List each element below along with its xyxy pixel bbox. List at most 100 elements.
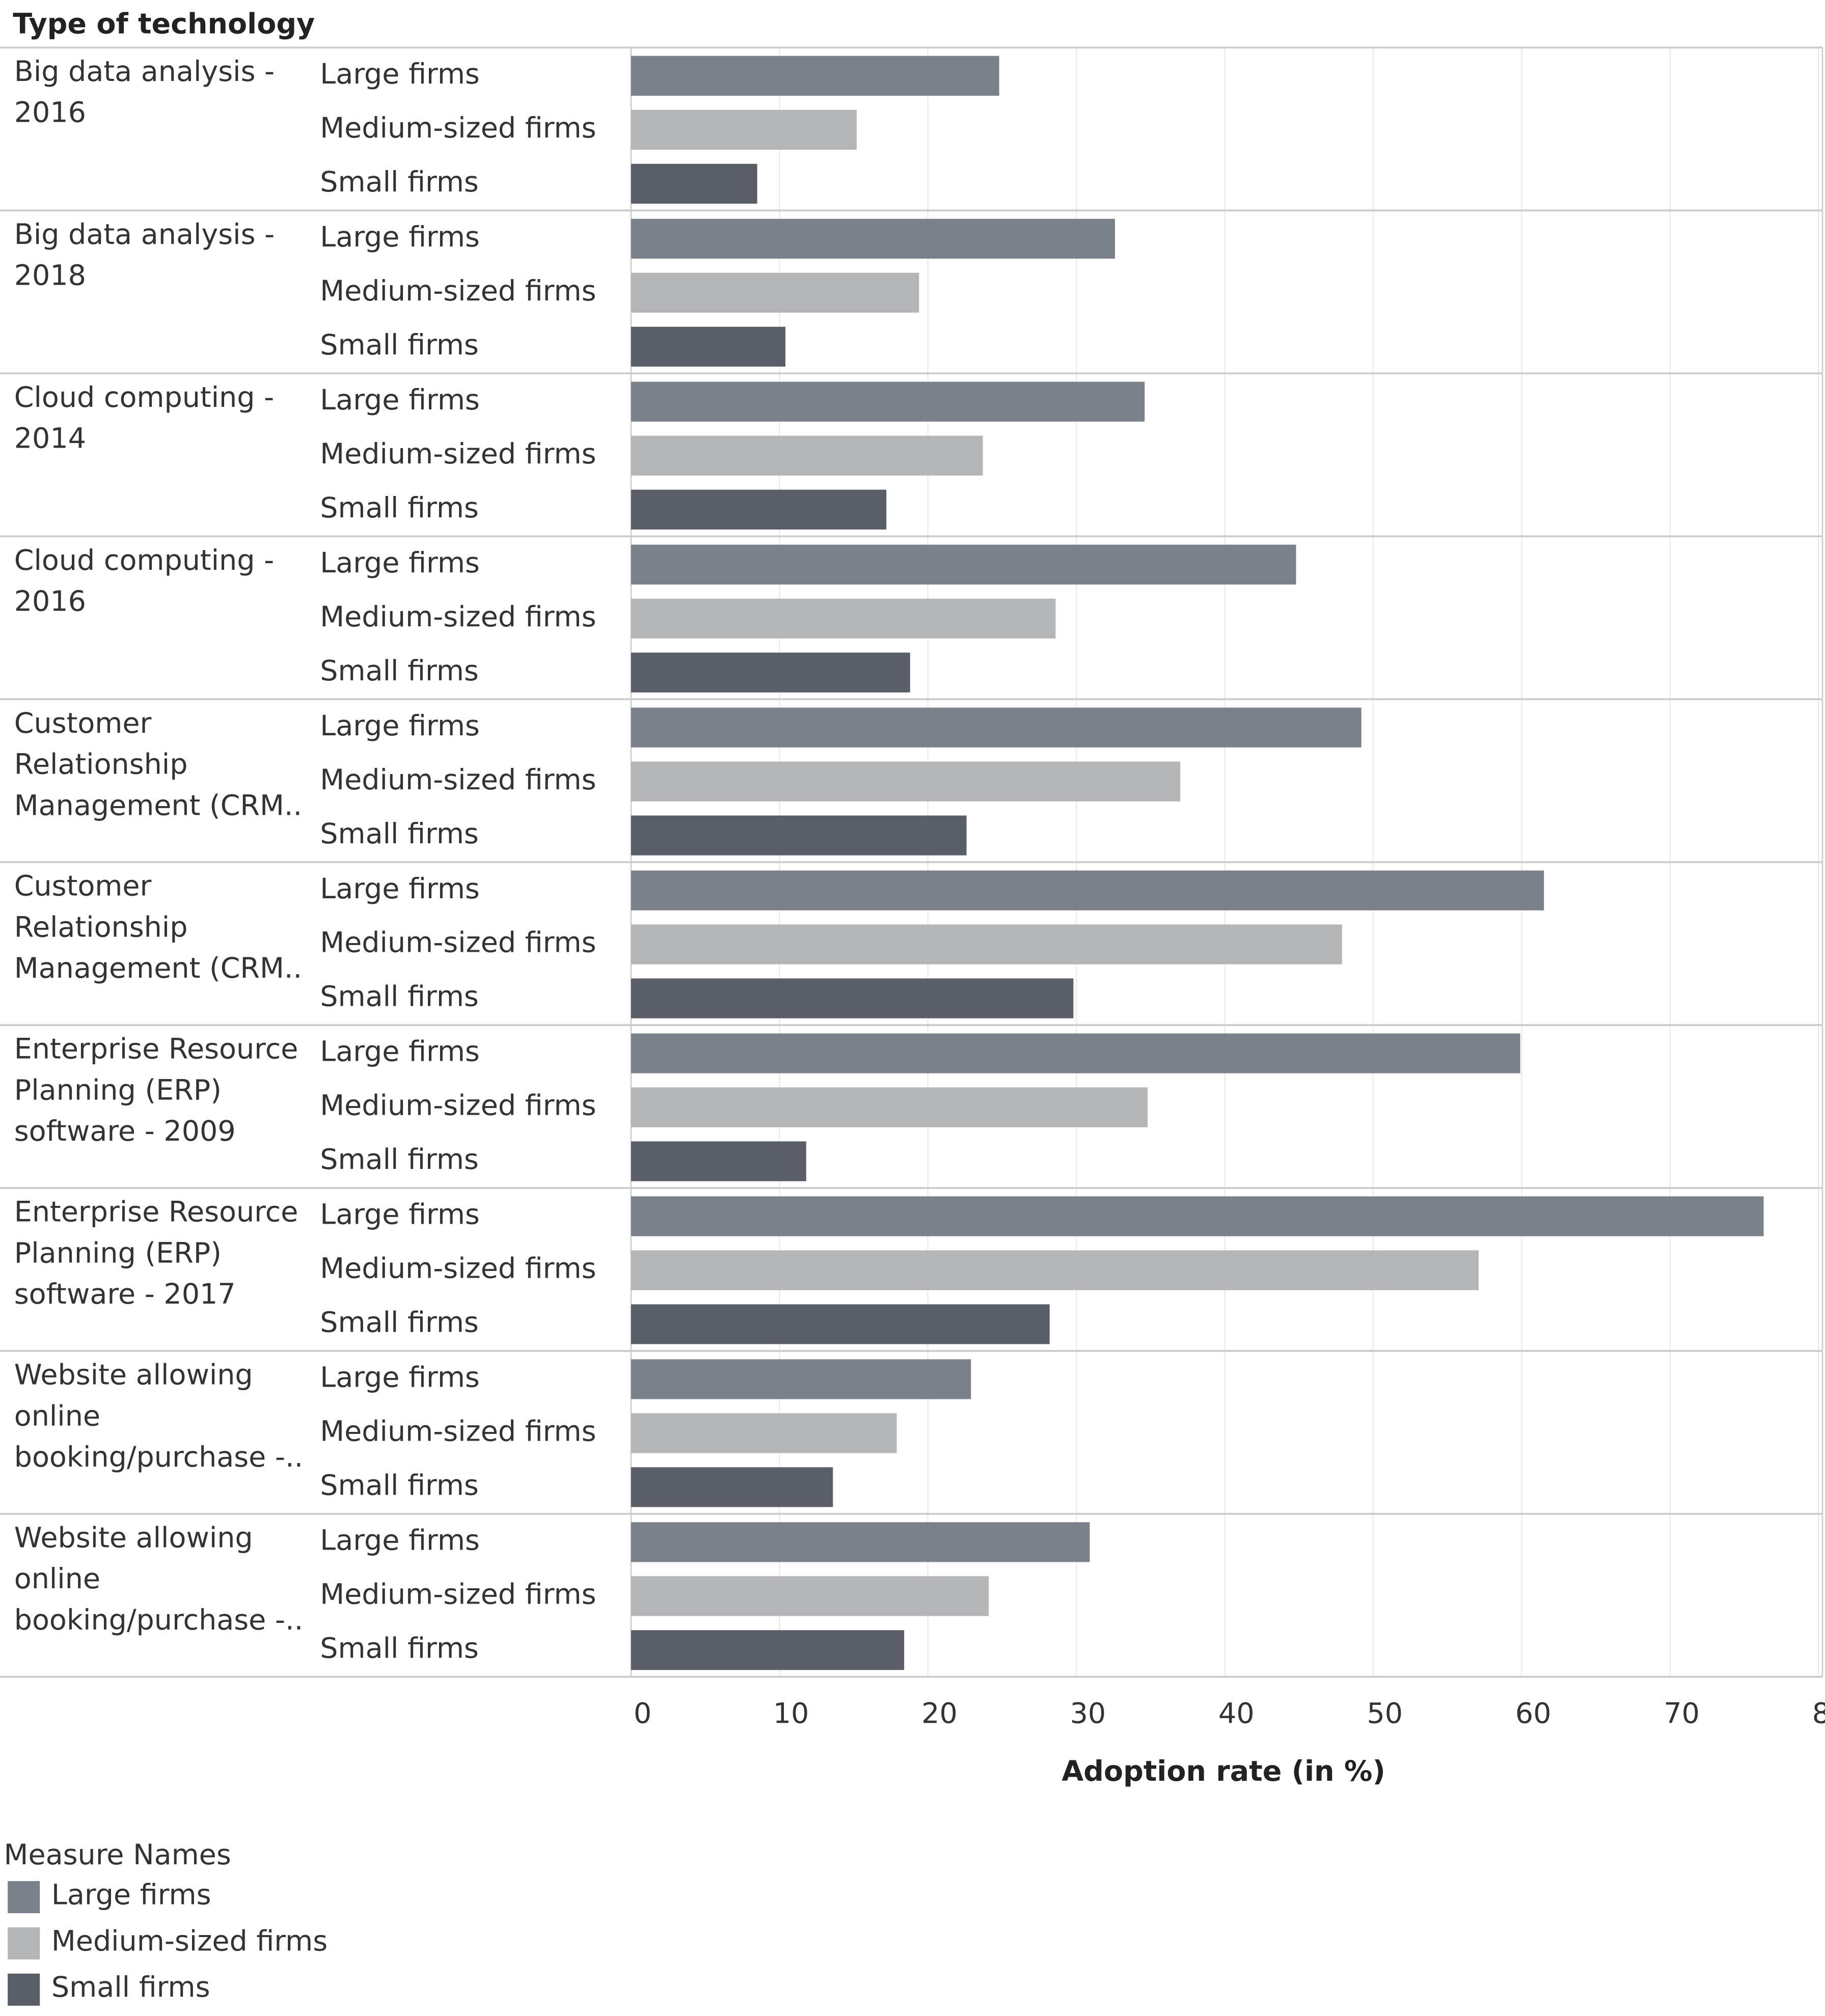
category-label: Website allowing bbox=[14, 1359, 253, 1392]
legend-label: Large firms bbox=[51, 1878, 211, 1911]
bar bbox=[631, 815, 967, 855]
category-label: Big data analysis - bbox=[14, 55, 275, 88]
category-label: Relationship bbox=[14, 910, 188, 944]
category-label: Big data analysis - bbox=[14, 218, 275, 251]
legend-title: Measure Names bbox=[4, 1838, 231, 1871]
bar bbox=[631, 56, 999, 96]
x-tick-label: 50 bbox=[1367, 1697, 1403, 1730]
category-label: Customer bbox=[14, 870, 152, 903]
row-label: Large firms bbox=[320, 709, 480, 742]
x-tick-label: 30 bbox=[1070, 1697, 1106, 1730]
category-label: Customer bbox=[14, 707, 152, 740]
category-label: Enterprise Resource bbox=[14, 1033, 298, 1066]
row-label: Medium-sized firms bbox=[320, 1415, 596, 1448]
row-label: Large firms bbox=[320, 546, 480, 579]
legend-label: Small firms bbox=[51, 1971, 210, 2004]
category-label: 2018 bbox=[14, 259, 86, 292]
category-label: software - 2009 bbox=[14, 1115, 236, 1148]
legend-swatch bbox=[8, 1881, 40, 1914]
bar bbox=[631, 978, 1074, 1018]
row-label: Small firms bbox=[320, 1632, 479, 1665]
category-label: Management (CRM.. bbox=[14, 789, 302, 822]
category-label: booking/purchase -.. bbox=[14, 1604, 304, 1637]
row-label: Small firms bbox=[320, 328, 479, 362]
bar bbox=[631, 1630, 905, 1670]
category-label: software - 2017 bbox=[14, 1278, 236, 1311]
bar bbox=[631, 924, 1342, 964]
category-label: booking/purchase -.. bbox=[14, 1441, 304, 1474]
bar bbox=[631, 652, 910, 693]
row-label: Medium-sized firms bbox=[320, 1089, 596, 1122]
x-tick-label: 70 bbox=[1664, 1697, 1700, 1730]
row-label: Small firms bbox=[320, 1143, 479, 1176]
row-label: Small firms bbox=[320, 1306, 479, 1339]
x-tick-label: 60 bbox=[1515, 1697, 1551, 1730]
bar bbox=[631, 1141, 806, 1181]
row-label: Small firms bbox=[320, 654, 479, 687]
bar bbox=[631, 870, 1544, 910]
x-axis-title: Adoption rate (in %) bbox=[1061, 1755, 1385, 1788]
bar bbox=[631, 544, 1296, 585]
row-label: Small firms bbox=[320, 1469, 479, 1502]
legend-label: Medium-sized firms bbox=[51, 1924, 328, 1957]
bar bbox=[631, 1576, 989, 1616]
x-tick-label: 10 bbox=[773, 1697, 809, 1730]
category-label: 2016 bbox=[14, 96, 86, 129]
row-label: Small firms bbox=[320, 817, 479, 850]
row-label: Large firms bbox=[320, 1035, 480, 1068]
bar bbox=[631, 1467, 833, 1507]
row-label: Medium-sized firms bbox=[320, 274, 596, 308]
category-label: Relationship bbox=[14, 748, 188, 781]
row-label: Large firms bbox=[320, 1524, 480, 1557]
bar bbox=[631, 761, 1181, 802]
bar bbox=[631, 163, 757, 204]
x-tick-label: 20 bbox=[921, 1697, 958, 1730]
category-label: Planning (ERP) bbox=[14, 1236, 222, 1269]
category-label: 2016 bbox=[14, 585, 86, 618]
bar bbox=[631, 489, 887, 530]
category-label: Enterprise Resource bbox=[14, 1196, 298, 1229]
x-tick-label: 0 bbox=[634, 1697, 651, 1730]
row-label: Medium-sized firms bbox=[320, 926, 596, 959]
bar bbox=[631, 598, 1056, 639]
bar bbox=[631, 272, 919, 313]
row-label: Large firms bbox=[320, 872, 480, 905]
row-label: Medium-sized firms bbox=[320, 112, 596, 145]
row-label: Medium-sized firms bbox=[320, 763, 596, 796]
row-label: Large firms bbox=[320, 383, 480, 417]
bar bbox=[631, 1522, 1090, 1562]
bar bbox=[631, 707, 1361, 748]
bar bbox=[631, 1359, 971, 1399]
category-label: online bbox=[14, 1562, 100, 1595]
row-label: Small firms bbox=[320, 165, 479, 199]
row-label: Large firms bbox=[320, 1361, 480, 1394]
x-tick-label: 40 bbox=[1218, 1697, 1255, 1730]
bar bbox=[631, 1250, 1479, 1290]
bar bbox=[631, 435, 983, 476]
category-label: Cloud computing - bbox=[14, 381, 274, 414]
bar bbox=[631, 1087, 1148, 1127]
row-label: Large firms bbox=[320, 220, 480, 254]
bar bbox=[631, 1413, 897, 1453]
row-label: Large firms bbox=[320, 58, 480, 91]
bar bbox=[631, 381, 1145, 422]
row-label: Large firms bbox=[320, 1198, 480, 1231]
category-label: Website allowing bbox=[14, 1522, 253, 1555]
row-label: Medium-sized firms bbox=[320, 1578, 596, 1611]
legend-swatch bbox=[8, 1927, 40, 1959]
bar bbox=[631, 326, 786, 367]
row-label: Medium-sized firms bbox=[320, 437, 596, 471]
category-label: online bbox=[14, 1399, 100, 1432]
x-tick-label: 80 bbox=[1812, 1697, 1825, 1730]
category-label: 2014 bbox=[14, 422, 86, 455]
row-label: Small firms bbox=[320, 980, 479, 1013]
category-label: Planning (ERP) bbox=[14, 1073, 222, 1107]
category-label: Cloud computing - bbox=[14, 544, 274, 577]
bar bbox=[631, 218, 1115, 259]
row-label: Medium-sized firms bbox=[320, 1252, 596, 1285]
bar bbox=[631, 109, 857, 150]
bar bbox=[631, 1033, 1520, 1073]
row-label: Medium-sized firms bbox=[320, 600, 596, 633]
category-label: Management (CRM.. bbox=[14, 952, 302, 985]
